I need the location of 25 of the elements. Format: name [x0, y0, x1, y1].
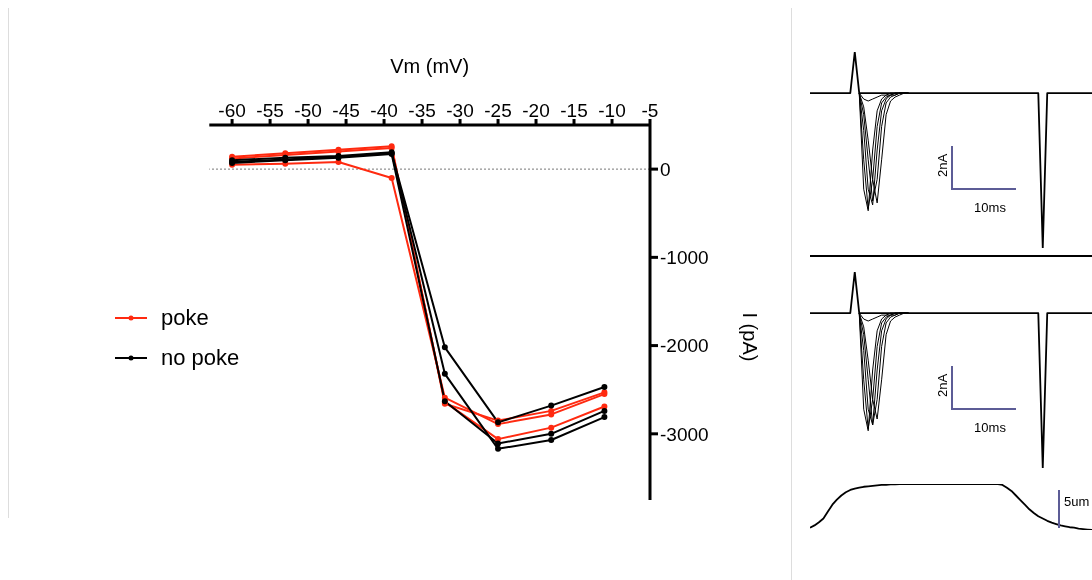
- x-tick-label: -50: [294, 100, 322, 121]
- x-tick-label: -5: [641, 100, 659, 121]
- x-tick-label: -15: [560, 100, 588, 121]
- x-tick-label: -20: [522, 100, 550, 121]
- y-tick-label: 0: [660, 158, 671, 180]
- x-tick-label: -60: [218, 100, 246, 121]
- annotation: 2nA: [934, 372, 950, 400]
- annotation: 5um: [1064, 494, 1090, 509]
- y-tick-label: -3000: [660, 423, 709, 445]
- annotation: 10ms: [973, 420, 1007, 435]
- y-axis-title: I (pA): [738, 312, 761, 362]
- annotation: 2nA: [934, 152, 950, 180]
- x-tick-label: -30: [446, 100, 474, 121]
- legend-label: no poke: [161, 345, 240, 371]
- y-tick-label: -1000: [660, 247, 709, 269]
- y-tick-label: -2000: [660, 335, 709, 357]
- x-axis-title: Vm (mV): [390, 55, 470, 77]
- legend-label: poke: [161, 305, 209, 331]
- x-tick-label: -35: [408, 100, 436, 121]
- x-tick-label: -25: [484, 100, 512, 121]
- x-tick-label: -10: [598, 100, 626, 121]
- x-tick-label: -55: [256, 100, 284, 121]
- x-tick-label: -45: [332, 100, 360, 121]
- annotation: 10ms: [973, 200, 1007, 215]
- x-tick-label: -40: [370, 100, 398, 121]
